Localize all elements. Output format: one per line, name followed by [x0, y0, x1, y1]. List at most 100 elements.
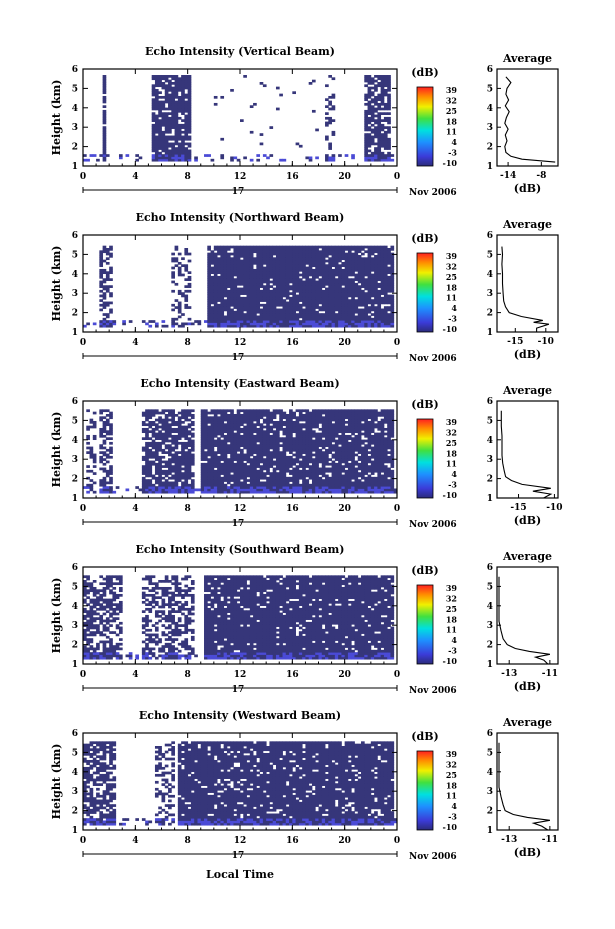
heatmap-cell: [315, 467, 319, 471]
heatmap-cell: [161, 158, 166, 162]
heatmap-cell: [174, 119, 179, 122]
heatmap-cell: [233, 437, 238, 441]
heatmap-cell: [318, 469, 323, 473]
heatmap-cell: [321, 427, 326, 431]
heatmap-cell: [377, 252, 382, 256]
heatmap-cell: [266, 469, 270, 473]
heatmap-cell: [285, 292, 290, 295]
heatmap-cell: [279, 488, 283, 492]
heatmap-cell: [331, 430, 336, 434]
heatmap-cell: [331, 446, 336, 450]
heatmap-cell: [292, 250, 296, 254]
heatmap-cell: [240, 299, 244, 302]
heatmap-cell: [338, 245, 342, 249]
heatmap-cell: [289, 472, 293, 475]
heatmap-cell: [305, 261, 310, 265]
heatmap-cell: [341, 306, 346, 309]
heatmap-cell: [207, 245, 211, 249]
heatmap-cell: [275, 266, 280, 270]
heatmap-cell: [347, 271, 352, 275]
heatmap-cell: [302, 486, 306, 489]
profile-x-label: (dB): [514, 182, 541, 195]
heatmap-cell: [289, 437, 293, 441]
heatmap-cell: [370, 98, 375, 102]
heatmap-cell: [240, 481, 244, 485]
heatmap-cell: [171, 490, 175, 494]
heatmap-cell: [354, 324, 359, 328]
heatmap-cell: [259, 268, 264, 272]
heatmap-cell: [226, 414, 231, 417]
heatmap-cell: [184, 75, 189, 78]
heatmap-cell: [266, 245, 270, 249]
heatmap-cell: [181, 411, 185, 415]
heatmap-cell: [354, 289, 359, 293]
heatmap-cell: [154, 425, 159, 429]
heatmap-cell: [217, 455, 221, 459]
heatmap-cell: [387, 294, 391, 298]
heatmap-cell: [285, 458, 290, 461]
heatmap-cell: [99, 275, 104, 279]
heatmap-cell: [370, 292, 375, 295]
heatmap-cell: [174, 114, 179, 118]
heatmap-cell: [338, 437, 342, 441]
heatmap-cell: [181, 158, 185, 162]
heatmap-cell: [262, 306, 267, 309]
heatmap-cell: [220, 488, 225, 492]
heatmap-cell: [344, 264, 349, 268]
heatmap-cell: [377, 144, 382, 148]
heatmap-cell: [161, 119, 166, 122]
heatmap-cell: [321, 294, 326, 298]
heatmap-cell: [256, 250, 261, 254]
heatmap-cell: [171, 303, 175, 307]
heatmap-cell: [204, 474, 208, 478]
heatmap-cell: [168, 86, 172, 90]
heatmap-cell: [210, 458, 215, 461]
heatmap-cell: [298, 474, 303, 478]
heatmap-cell: [357, 257, 362, 261]
heatmap-cell: [259, 289, 264, 293]
heatmap-cell: [298, 469, 303, 473]
heatmap-cell: [272, 441, 277, 445]
heatmap-cell: [220, 409, 225, 413]
heatmap-cell: [292, 317, 296, 321]
heatmap-cell: [367, 144, 372, 148]
heatmap-cell: [269, 437, 274, 441]
heatmap-cell: [331, 462, 336, 466]
heatmap-cell: [164, 140, 169, 143]
heatmap-cell: [236, 444, 241, 447]
heatmap-cell: [318, 273, 323, 277]
heatmap-cell: [246, 250, 251, 254]
heatmap-cell: [102, 296, 107, 300]
heatmap-cell: [302, 252, 306, 256]
heatmap-cell: [213, 486, 218, 489]
heatmap-cell: [141, 479, 146, 482]
heatmap-cell: [226, 423, 231, 427]
heatmap-cell: [154, 156, 159, 160]
heatmap-cell: [308, 268, 313, 272]
heatmap-cell: [374, 86, 378, 90]
heatmap-cell: [210, 282, 215, 286]
heatmap-cell: [92, 490, 97, 494]
heatmap-cell: [230, 257, 234, 261]
heatmap-cell: [187, 476, 192, 480]
heatmap-cell: [269, 441, 274, 445]
heatmap-cell: [387, 261, 391, 265]
heatmap-cell: [325, 266, 329, 270]
heatmap-cell: [334, 414, 339, 417]
heatmap-cell: [269, 320, 274, 323]
heatmap-cell: [380, 292, 385, 295]
heatmap-cell: [269, 444, 274, 447]
heatmap-cell: [367, 292, 372, 295]
heatmap-cell: [86, 490, 90, 494]
heatmap-cell: [390, 278, 395, 281]
heatmap-cell: [249, 446, 254, 450]
heatmap-cell: [223, 448, 228, 452]
heatmap-cell: [285, 446, 290, 450]
heatmap-cell: [377, 299, 382, 302]
heatmap-cell: [266, 278, 270, 281]
colorbar-tick-label: 32: [446, 261, 457, 271]
heatmap-cell: [266, 458, 270, 461]
heatmap-cell: [341, 248, 346, 251]
heatmap-cell: [380, 100, 385, 104]
heatmap-cell: [305, 437, 310, 441]
